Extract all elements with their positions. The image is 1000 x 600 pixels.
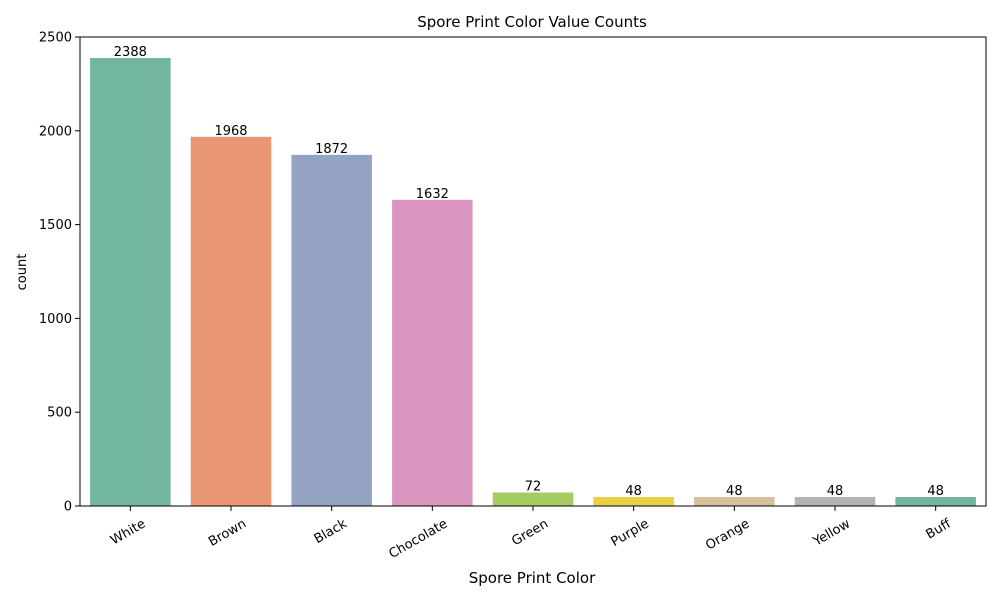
bar-value-label: 48 xyxy=(927,484,944,499)
bar-yellow xyxy=(794,497,876,506)
x-tick-label: Brown xyxy=(206,516,249,549)
x-tick-label: Green xyxy=(509,516,551,549)
x-tick-label: Yellow xyxy=(810,516,853,550)
x-tick-label: Black xyxy=(312,516,350,547)
bar-value-label: 2388 xyxy=(114,45,147,60)
bar-green xyxy=(492,492,574,506)
bar-value-label: 48 xyxy=(726,484,743,499)
bar-black xyxy=(291,154,372,506)
x-tick-label: White xyxy=(108,516,148,548)
bar-chocolate xyxy=(392,199,473,506)
bar-value-label: 72 xyxy=(525,479,542,494)
x-tick-label: Buff xyxy=(924,516,955,543)
bar-orange xyxy=(694,497,775,506)
plot-area: 2388 White 1968 Brown 1872 Black 1632 Chocolate… xyxy=(39,31,987,562)
y-tick-label: 2500 xyxy=(39,31,72,46)
bar-value-label: 48 xyxy=(625,484,642,499)
bar-value-label: 48 xyxy=(827,484,844,499)
y-tick-label: 1000 xyxy=(39,312,72,327)
x-axis-label: Spore Print Color xyxy=(469,569,596,587)
bar-brown xyxy=(190,136,272,507)
bar-white xyxy=(90,58,171,506)
y-tick-label: 2000 xyxy=(39,124,72,139)
x-tick-label: Purple xyxy=(609,516,652,550)
y-tick-label: 0 xyxy=(64,500,72,515)
bar-buff xyxy=(895,497,976,506)
x-tick-label: Orange xyxy=(703,516,752,553)
y-axis-label: count xyxy=(15,254,30,291)
bar-purple xyxy=(593,497,674,506)
y-tick-label: 500 xyxy=(47,406,72,421)
bar-value-label: 1872 xyxy=(315,142,348,157)
y-tick-label: 1500 xyxy=(39,218,72,233)
axes-frame xyxy=(79,36,987,507)
bar-value-label: 1968 xyxy=(214,124,247,139)
x-tick-label: Chocolate xyxy=(386,516,450,562)
bar-value-label: 1632 xyxy=(416,187,449,202)
chart-title: Spore Print Color Value Counts xyxy=(417,13,647,31)
